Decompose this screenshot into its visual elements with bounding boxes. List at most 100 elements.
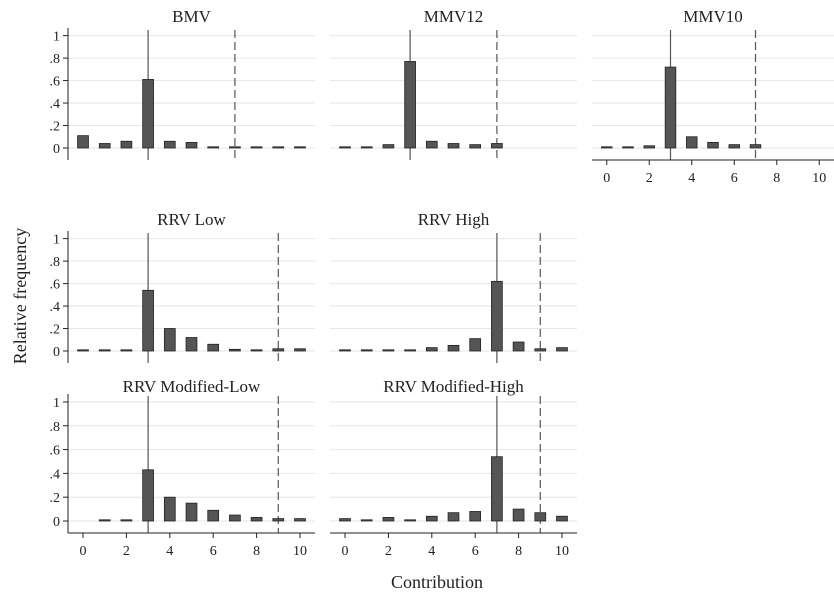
bar xyxy=(404,349,416,352)
bar xyxy=(622,146,634,149)
x-tick-label: 0 xyxy=(80,544,87,559)
x-tick-label: 10 xyxy=(293,544,307,559)
panel-5: RRV High xyxy=(330,210,577,363)
bar xyxy=(491,456,503,522)
y-tick-label: .8 xyxy=(50,420,61,435)
x-tick-label: 4 xyxy=(166,544,173,559)
x-tick-label: 6 xyxy=(472,544,479,559)
x-tick-label: 2 xyxy=(385,544,392,559)
bar xyxy=(339,349,351,352)
bar xyxy=(142,79,154,149)
bar xyxy=(360,146,373,149)
bar xyxy=(229,146,241,149)
y-tick-label: 1 xyxy=(53,233,60,248)
bar xyxy=(425,140,438,149)
x-tick-label: 4 xyxy=(688,171,695,186)
bar xyxy=(77,349,89,352)
panel-7: RRV Modified-High 0 2 4 6 8 10 xyxy=(330,377,577,559)
y-axis-title: Relative frequency xyxy=(10,228,30,364)
bar xyxy=(294,146,306,149)
y-tick-label: .8 xyxy=(50,52,61,67)
y-tick-label: 0 xyxy=(53,515,60,530)
bar xyxy=(447,143,460,149)
bar xyxy=(207,343,220,352)
bar xyxy=(425,515,438,522)
y-tick-label: .6 xyxy=(50,278,61,293)
panel-title: BMV xyxy=(172,7,211,26)
bar xyxy=(447,512,460,522)
panel-title: RRV Modified-High xyxy=(383,377,524,396)
bar xyxy=(664,66,677,149)
x-axis-title: Contribution xyxy=(391,572,483,592)
x-tick-label: 2 xyxy=(646,171,653,186)
y-tick-label: .6 xyxy=(50,444,61,459)
x-tick-label: 8 xyxy=(253,544,260,559)
bar xyxy=(556,347,568,352)
y-tick-label: .2 xyxy=(50,323,61,338)
bar xyxy=(185,141,198,149)
bar xyxy=(98,519,111,522)
bar xyxy=(229,514,241,522)
x-tick-label: 0 xyxy=(342,544,349,559)
panel-title: MMV12 xyxy=(424,7,484,26)
bar xyxy=(272,146,285,149)
bar xyxy=(469,144,482,149)
bar xyxy=(382,144,395,149)
bar xyxy=(360,519,373,522)
bar xyxy=(185,337,198,352)
bar xyxy=(601,146,613,149)
x-tick-label: 10 xyxy=(812,171,826,186)
y-tick-label: .4 xyxy=(50,97,61,112)
bar xyxy=(339,146,351,149)
bar xyxy=(272,348,285,352)
bar xyxy=(534,512,547,522)
bar xyxy=(707,141,719,149)
y-tick-label: 0 xyxy=(53,142,60,157)
bar xyxy=(382,349,395,352)
y-tick-label: .2 xyxy=(50,491,61,506)
bar xyxy=(163,328,176,352)
bar xyxy=(749,144,762,149)
x-tick-label: 8 xyxy=(773,171,780,186)
bar xyxy=(163,140,176,149)
bar xyxy=(556,515,568,522)
x-tick-label: 6 xyxy=(210,544,217,559)
x-tick-label: 4 xyxy=(428,544,435,559)
y-tick-label: .4 xyxy=(50,467,61,482)
y-tick-label: 1 xyxy=(53,30,60,45)
bar xyxy=(686,136,698,149)
x-tick-label: 6 xyxy=(731,171,738,186)
bar xyxy=(229,348,241,352)
bar xyxy=(534,348,547,352)
y-tick-label: .8 xyxy=(50,255,61,270)
bar xyxy=(491,143,503,149)
panel-4: RRV Low 0 .2 .4 .6 .8 1 xyxy=(50,210,315,363)
bar xyxy=(250,517,263,522)
panel-title: RRV Modified-Low xyxy=(123,377,261,396)
panel-title: RRV Low xyxy=(157,210,226,229)
bar xyxy=(120,519,133,522)
bar xyxy=(339,518,351,522)
bar xyxy=(163,496,176,522)
y-tick-label: .4 xyxy=(50,300,61,315)
y-tick-label: .2 xyxy=(50,120,61,135)
y-tick-label: 0 xyxy=(53,345,60,360)
bar xyxy=(404,61,416,149)
bar xyxy=(728,144,740,149)
panel-3: MMV10 0 2 4 6 8 10 xyxy=(592,7,834,186)
bar xyxy=(425,347,438,352)
x-tick-label: 8 xyxy=(515,544,522,559)
panel-title: MMV10 xyxy=(683,7,743,26)
bar xyxy=(207,146,220,149)
bar xyxy=(250,349,263,352)
bar xyxy=(294,348,306,352)
bar xyxy=(77,135,89,149)
y-tick-label: 1 xyxy=(53,396,60,411)
bar xyxy=(250,146,263,149)
bar xyxy=(142,289,154,352)
x-tick-label: 2 xyxy=(123,544,130,559)
bar xyxy=(491,280,503,352)
x-tick-label: 10 xyxy=(555,544,569,559)
